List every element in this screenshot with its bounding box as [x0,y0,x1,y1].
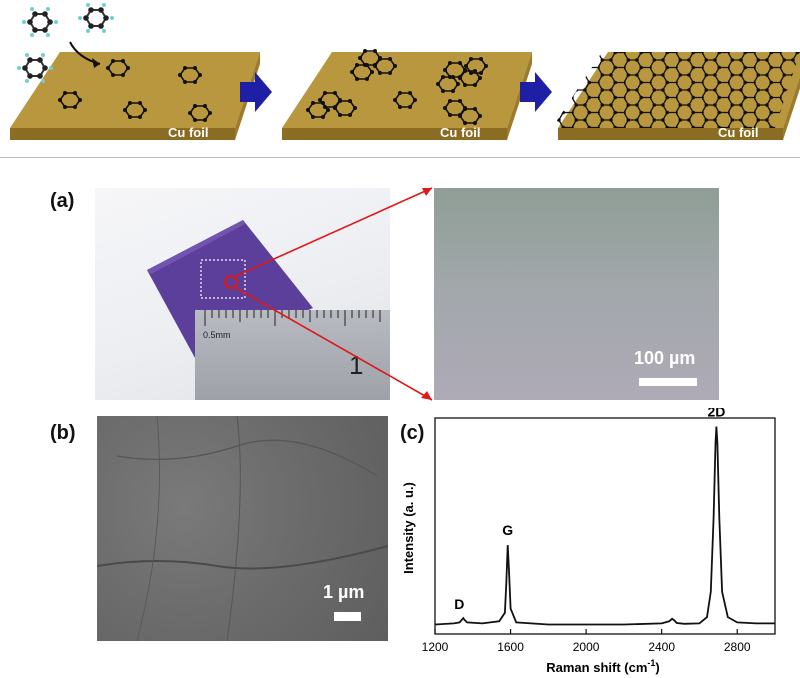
ruler: 0.5mm 1 2 [195,310,390,400]
panel-c-label: (c) [400,422,425,444]
x-axis-label: Raman shift (cm-1) [546,658,660,675]
section-divider [0,157,800,158]
peak-label-g: G [502,522,513,538]
scale-bar-b [334,612,361,621]
x-ticks: 1200 1600 2000 2400 2800 [422,629,751,654]
ruler-number-1: 1 [349,350,364,380]
raman-chart: 1200 1600 2000 2400 2800 D G 2D Intensity (a. … [401,408,776,675]
x-tick-label: 2000 [573,640,600,654]
process-arrow-2 [520,72,552,112]
plot-frame [434,417,776,635]
panel-a-label: (a) [50,190,75,212]
peak-label-d: D [454,596,464,612]
x-tick-label: 2800 [724,640,751,654]
peak-label-2d: 2D [707,408,725,419]
zoom-lines [235,187,433,401]
optical-micrograph: 100 µm [434,188,719,400]
raman-spectrum-line [434,426,775,626]
sample-photo: 0.5mm 1 2 [95,188,390,400]
x-axis-label-close: ) [655,660,659,675]
cu-foil-label-3: Cu foil [718,125,759,140]
cu-foil-3 [552,52,800,140]
x-tick-label: 1200 [422,640,449,654]
panel-b-label: (b) [50,422,76,444]
sem-image: 1 µm [97,416,388,641]
x-tick-label: 2400 [648,640,675,654]
x-axis-label-main: Raman shift (cm [546,660,647,675]
scale-bar-b-label: 1 µm [323,582,365,602]
process-arrow-1 [240,72,272,112]
scale-bar-a-label: 100 µm [634,348,696,368]
cu-foil-2 [282,48,532,140]
ruler-unit: 0.5mm [203,330,231,340]
x-axis-label-sup: -1 [647,658,655,668]
scale-bar-a [639,378,697,386]
peak-labels: D G 2D [454,408,725,612]
cvd-schematic [10,2,800,140]
cu-foil-label-1: Cu foil [168,125,209,140]
cu-foil-1 [10,52,260,140]
ruler-ticks [204,310,381,326]
y-axis-label: Intensity (a. u.) [401,482,416,574]
x-tick-label: 1600 [497,640,524,654]
cu-foil-label-2: Cu foil [440,125,481,140]
